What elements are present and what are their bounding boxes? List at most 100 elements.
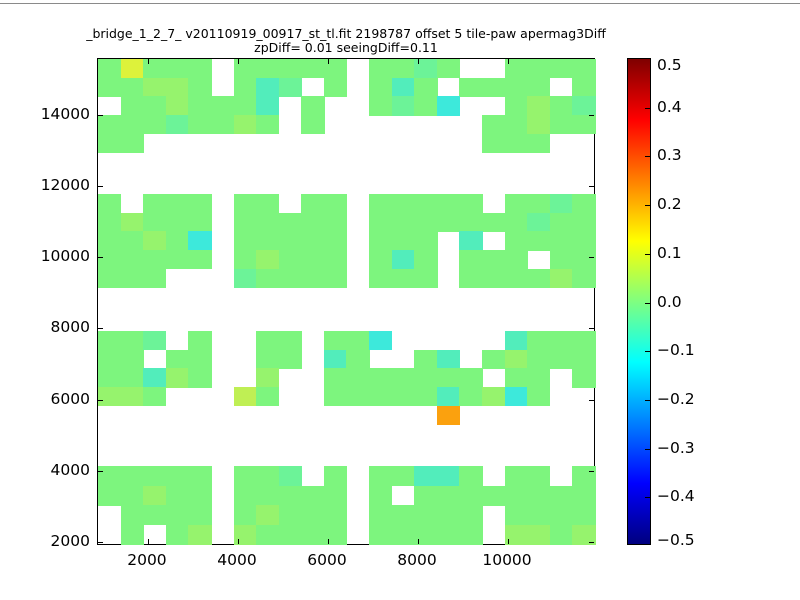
heatmap-cell [256,387,280,407]
colorbar-tick-label: 0.1 [657,243,682,262]
heatmap-cell [188,505,212,526]
heatmap-cell [98,115,122,135]
heatmap-cell [98,133,122,154]
heatmap-cell [482,349,506,370]
heatmap-cell [256,524,280,545]
heatmap-cell [504,212,528,233]
heatmap-cell [504,466,528,487]
heatmap-cell [143,250,167,270]
heatmap-cell [323,368,348,388]
heatmap-cell [527,368,551,388]
heatmap-cell [504,115,528,135]
heatmap-cell [323,231,348,251]
heatmap-cell [414,505,438,526]
heatmap-cell [369,524,393,545]
heatmap-cell [527,387,551,407]
heatmap-cell [120,59,144,79]
heatmap-cell [369,466,393,487]
heatmap-cell [165,505,190,526]
x-tick-label: 8000 [397,551,437,569]
heatmap-cell [301,268,325,289]
colorbar-tick [645,497,650,499]
heatmap-cell [301,212,325,233]
heatmap-cell [120,268,144,289]
heatmap-cell [278,212,302,233]
heatmap-cell [210,96,235,116]
heatmap-cell [165,231,190,251]
heatmap-cell [391,194,415,214]
heatmap-cell [527,212,551,233]
heatmap-cell [120,466,144,487]
heatmap-cell [391,466,415,487]
x-tick [327,59,329,64]
heatmap-cell [323,268,348,289]
heatmap-cell [98,268,122,289]
heatmap-cell [210,115,235,135]
heatmap-cell [572,96,596,116]
heatmap-cell [120,505,144,526]
heatmap-cell [527,466,551,487]
heatmap-cell [572,115,596,135]
heatmap-cell [572,212,596,233]
heatmap-cell [98,349,122,370]
colorbar-tick [645,448,650,450]
y-tick [98,542,103,544]
heatmap-cell [504,77,528,98]
heatmap-cell [143,96,167,116]
heatmap-cell [504,387,528,407]
heatmap-cell [256,268,280,289]
heatmap-cell [572,331,596,351]
heatmap-cell [369,505,393,526]
heatmap-cell [391,524,415,545]
heatmap-cell [346,331,370,351]
heatmap-cell [549,331,574,351]
heatmap-cell [323,466,348,487]
heatmap-cell [482,250,506,270]
heatmap-cell [120,368,144,388]
y-tick-label: 14000 [40,104,90,123]
heatmap-cell [278,268,302,289]
heatmap-cell [323,331,348,351]
heatmap-cell [233,59,257,79]
heatmap-cell [346,349,370,370]
heatmap-cell [436,212,461,233]
heatmap-cell [572,368,596,388]
y-tick-label: 10000 [40,247,90,266]
heatmap-cell [572,524,596,545]
heatmap-cell [414,387,438,407]
heatmap-cell [391,387,415,407]
heatmap-cell [233,212,257,233]
heatmap-cell [256,485,280,506]
x-tick [147,59,149,64]
y-tick-label: 12000 [40,175,90,194]
heatmap-cell [98,387,122,407]
x-tick [508,59,509,64]
heatmap-cell [572,349,596,370]
y-tick-label: 4000 [50,460,90,479]
colorbar-tick [645,302,650,304]
heatmap-cell [527,133,551,154]
colorbar-tick-label: −0.1 [657,341,695,360]
heatmap-cell [278,331,302,351]
heatmap-cell [98,466,122,487]
y-tick [98,470,103,472]
y-tick [589,470,594,472]
heatmap-cell [301,115,325,135]
heatmap-cell [188,250,212,270]
heatmap-cell [233,387,257,407]
heatmap-cell [436,349,461,370]
heatmap-cell [98,212,122,233]
plot-area [97,58,596,545]
heatmap-cell [233,268,257,289]
heatmap-cell [459,212,483,233]
heatmap-cell [436,524,461,545]
chart-title: _bridge_1_2_7_ v20110919_00917_st_tl.fit… [86,26,606,41]
x-tick [237,59,239,64]
heatmap-cell [369,231,393,251]
y-tick [98,257,103,259]
heatmap-cell [346,368,370,388]
heatmap-cell [323,59,348,79]
heatmap-cell [143,77,167,98]
heatmap-cell [188,524,212,545]
heatmap-cell [188,331,212,351]
